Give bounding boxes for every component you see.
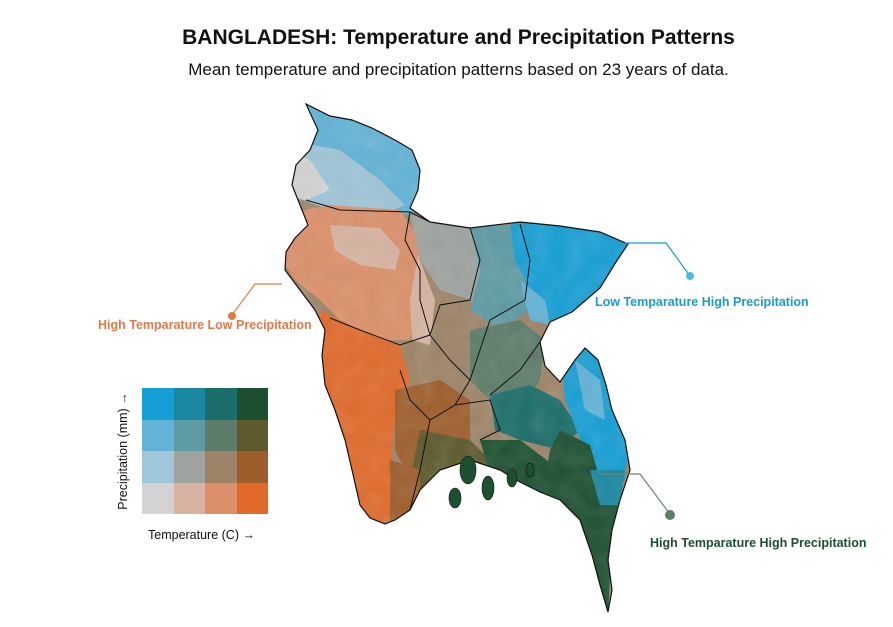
coastal-islands (448, 455, 535, 509)
legend-cell (142, 419, 174, 451)
legend-cell (173, 451, 205, 483)
leader-line-high-temp-high-precip (598, 473, 671, 515)
map-title: BANGLADESH: Temperature and Precipitatio… (182, 26, 735, 49)
legend-cell (236, 419, 268, 451)
legend-x-axis-label: Temperature (C) → (148, 528, 255, 542)
legend-cell (142, 388, 174, 420)
legend-cell (173, 482, 205, 514)
legend-cell (236, 482, 268, 514)
legend-cell (205, 482, 237, 514)
leader-dot-low-temp-high-precip (686, 272, 694, 280)
division-boundaries (305, 199, 541, 511)
bangladesh-outline (284, 102, 631, 613)
legend-cell (142, 451, 174, 483)
legend-cell (205, 419, 237, 451)
bivariate-legend (142, 388, 268, 514)
legend-cell (236, 388, 268, 420)
map-texture (285, 104, 630, 612)
legend-cell (173, 419, 205, 451)
annotation-low-temp-high-precip: Low Temparature High Precipitation (595, 295, 809, 309)
leader-dot-high-temp-low-precip (228, 312, 236, 320)
legend-y-axis-label: Precipitation (mm) → (116, 392, 130, 510)
leader-line-low-temp-high-precip (625, 242, 691, 277)
legend-cell (236, 451, 268, 483)
legend-cell (205, 388, 237, 420)
map-subtitle: Mean temperature and precipitation patte… (188, 60, 729, 79)
annotation-high-temp-high-precip: High Temparature High Precipitation (650, 536, 867, 550)
legend-cell (142, 482, 174, 514)
leader-line-high-temp-low-precip (231, 283, 282, 316)
legend-cell (205, 451, 237, 483)
annotation-high-temp-low-precip: High Temparature Low Precipitation (98, 318, 312, 332)
legend-cell (173, 388, 205, 420)
leader-dot-high-temp-high-precip (665, 510, 675, 520)
